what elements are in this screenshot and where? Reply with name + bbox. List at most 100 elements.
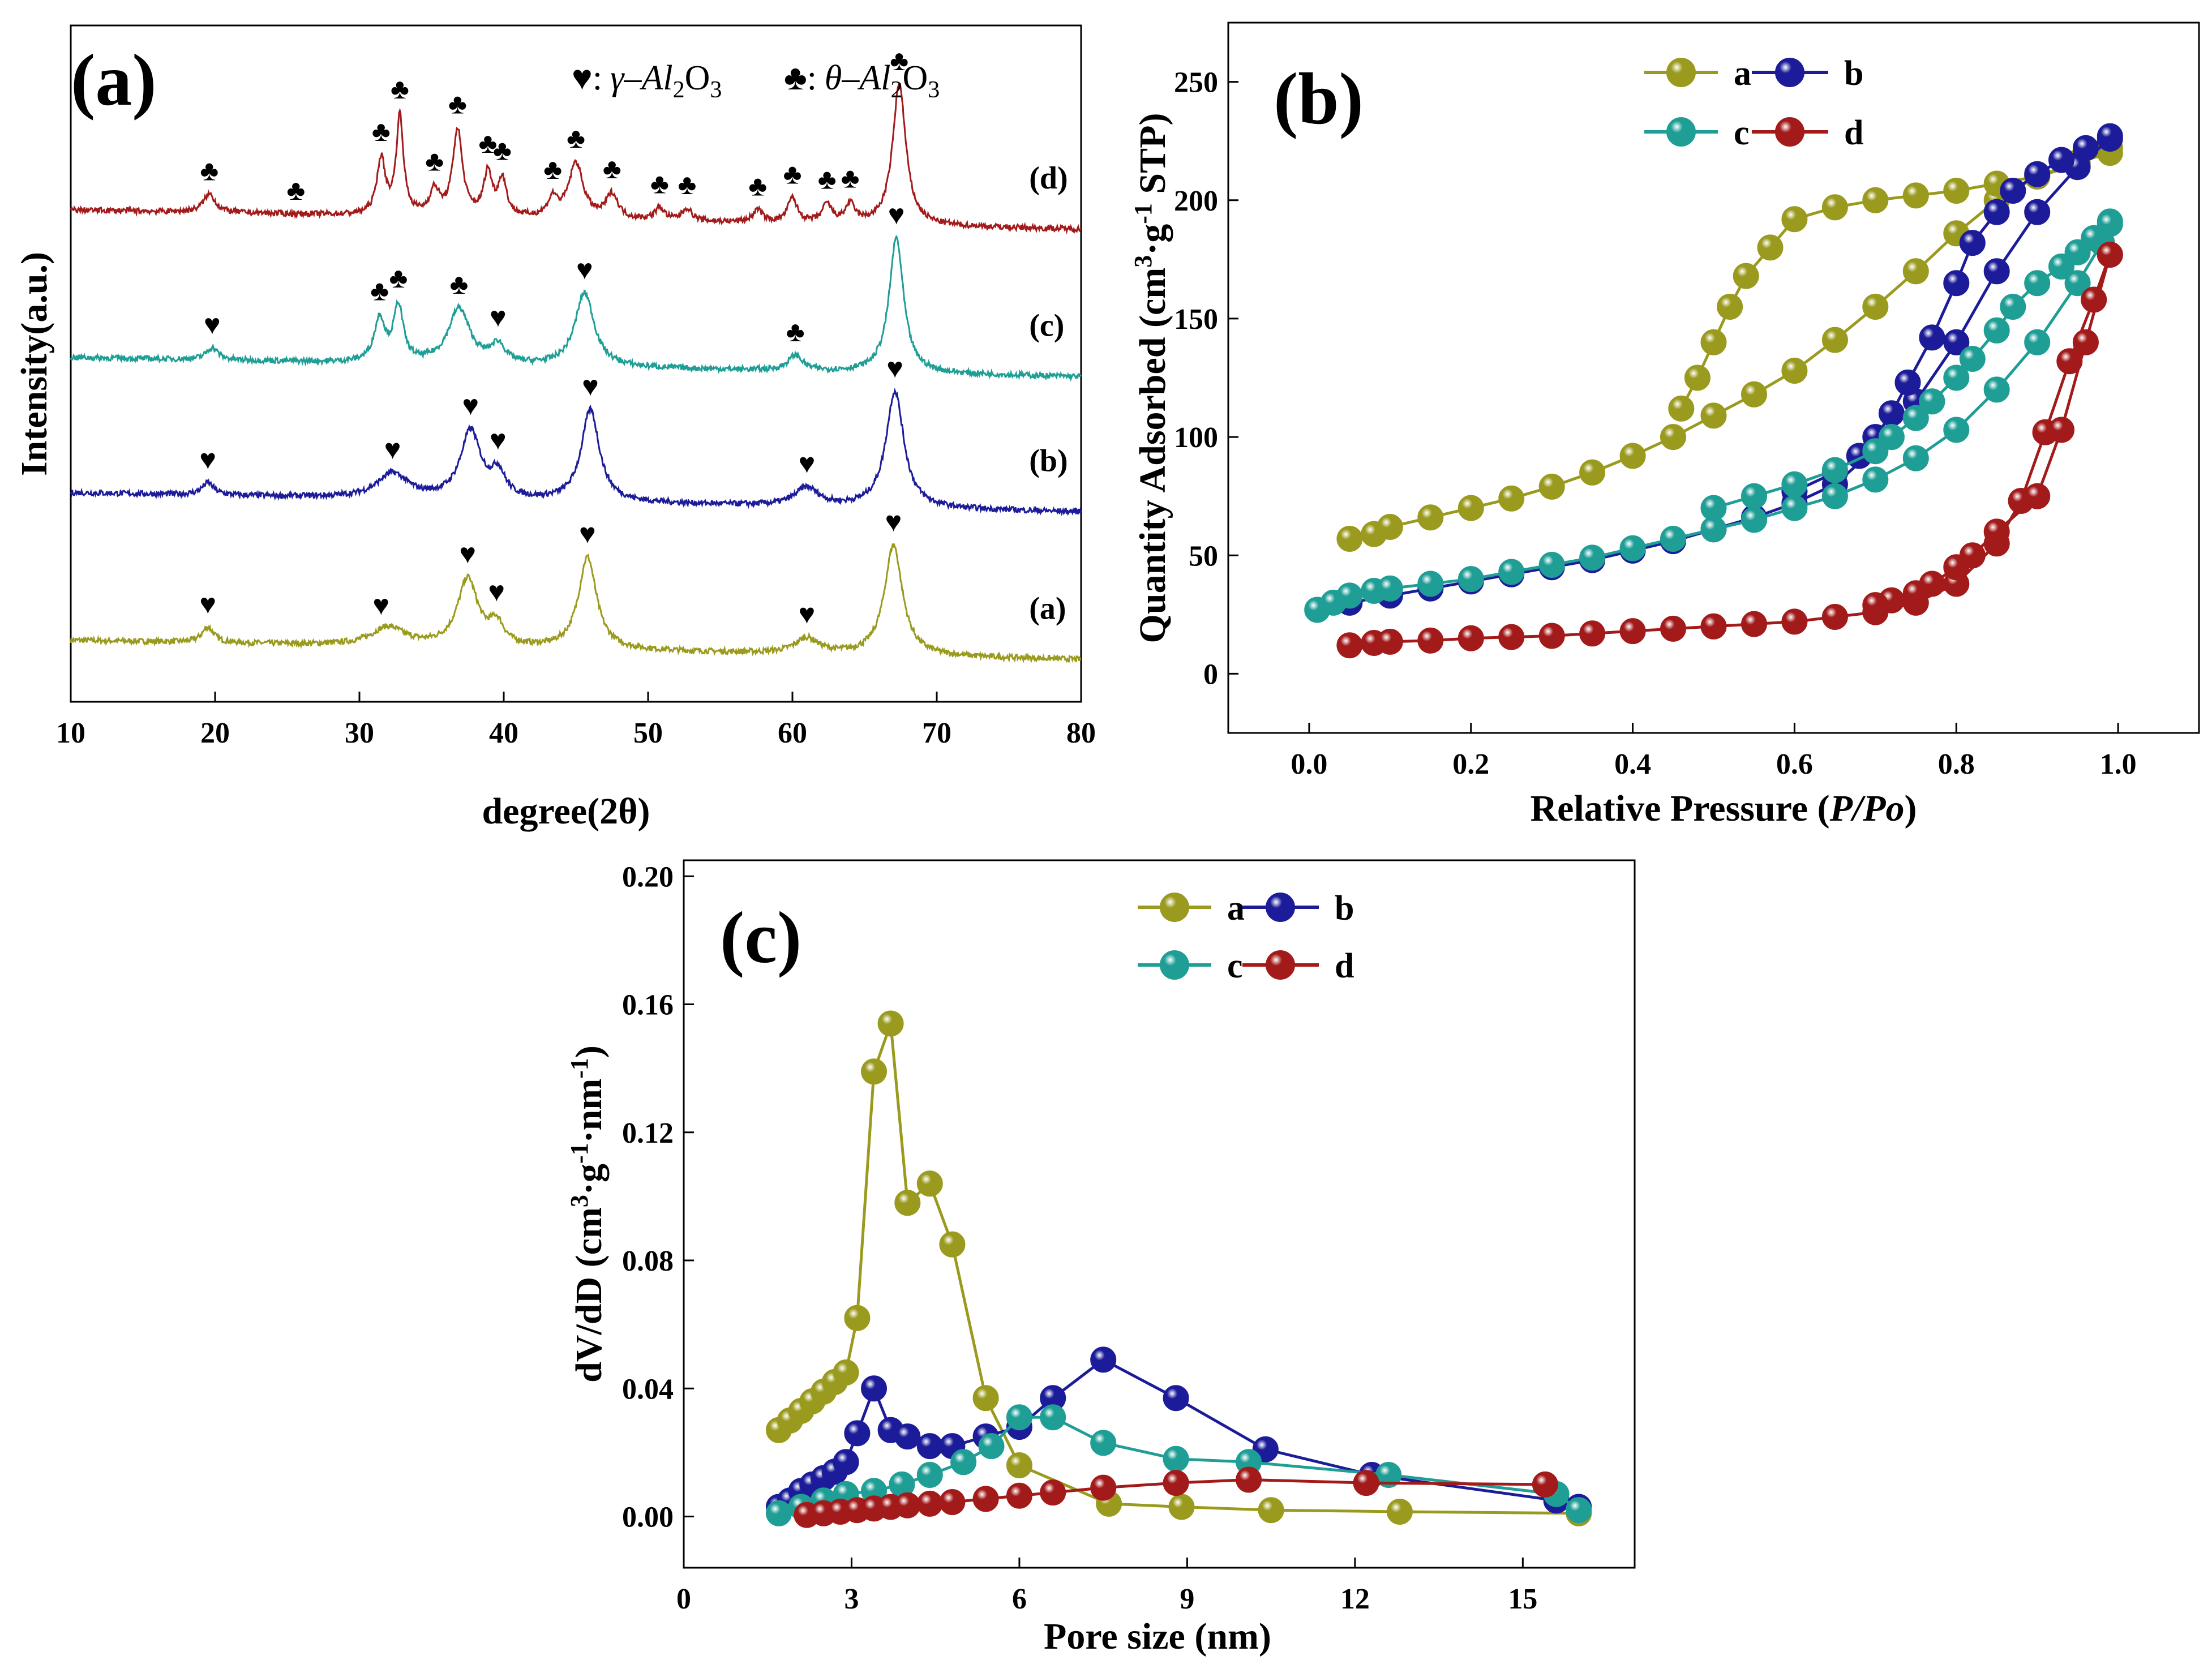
panel-c-legend-entry-b: b xyxy=(1242,889,1354,928)
psd-c-point xyxy=(916,1462,943,1488)
panel-a-xrd-chart: (a)(b)(c)(d) ♥ ♥♥♥♥♥♥♥ ♥♥♥♥♥♥♥♣ ♣ ♣♥♥♣♥♣♣♣♣♣… xyxy=(14,24,1096,832)
panel-b-legend-entry-c: c xyxy=(1644,114,1750,152)
psd-d-point xyxy=(1353,1470,1379,1496)
isotherm-a-desorption-point xyxy=(1943,178,1970,204)
gamma-heart-icon: ♥ xyxy=(582,370,599,402)
panel-a-legend-theta: ♣: θ–Al2O3 xyxy=(784,59,940,103)
psd-b-point xyxy=(1163,1385,1189,1412)
theta-club-icon: ♣ xyxy=(200,155,218,187)
psd-a-point xyxy=(1386,1499,1413,1525)
isotherm-a-adsorption-point xyxy=(1417,504,1444,531)
theta-club-icon: ♣ xyxy=(678,169,696,200)
isotherm-b-desorption-point xyxy=(1959,230,1986,256)
isotherm-a-desorption-point xyxy=(1717,294,1743,320)
isotherm-a-desorption-point xyxy=(1862,187,1889,213)
panel-c-legend-entry-d: d xyxy=(1242,947,1354,985)
panel-c-series-group xyxy=(766,1010,1592,1528)
isotherm-d-desorption-point xyxy=(1983,518,2010,545)
isotherm-b-desorption-point xyxy=(2024,161,2051,187)
psd-b-point xyxy=(894,1423,921,1450)
isotherm-c-adsorption-point xyxy=(1336,582,1363,609)
isotherm-d-adsorption-point xyxy=(1781,608,1808,635)
panel-c-legend-entry-a: a xyxy=(1138,889,1245,928)
x-tick-label: 50 xyxy=(633,717,663,749)
gamma-heart-icon: ♥ xyxy=(799,598,816,630)
isotherm-d-desorption-point xyxy=(2097,242,2123,268)
psd-a-point xyxy=(861,1058,887,1085)
x-tick-label: 6 xyxy=(1012,1583,1027,1615)
isotherm-a-adsorption-point xyxy=(1619,443,1646,469)
isotherm-d-desorption-point xyxy=(2048,417,2074,443)
theta-club-icon: ♣ xyxy=(818,163,837,195)
panel-a-title: (a) xyxy=(71,40,157,121)
isotherm-c-adsorption-point xyxy=(1417,570,1444,597)
isotherm-c-desorption-point xyxy=(1781,471,1808,497)
psd-a-point xyxy=(916,1170,943,1197)
isotherm-c-adsorption-point xyxy=(2064,270,2091,297)
isotherm-d-adsorption-point xyxy=(1700,613,1727,640)
theta-club-icon: ♣ xyxy=(448,88,467,119)
xrd-pattern-label-d: (d) xyxy=(1029,161,1068,196)
psd-c-point xyxy=(1090,1430,1117,1456)
gamma-heart-icon: ♥ xyxy=(579,518,596,550)
isotherm-a-adsorption-point xyxy=(1821,327,1848,353)
panel-b-isotherm-chart: 0.0 0.2 0.4 0.6 0.8 1.0 0 50 100 150 200 250 (b) a … xyxy=(1129,22,2200,829)
isotherm-c-desorption-point xyxy=(2048,253,2074,280)
isotherm-a-adsorption-point xyxy=(1538,473,1565,500)
gamma-heart-icon: ♥ xyxy=(199,444,216,475)
xrd-pattern-label-a: (a) xyxy=(1029,591,1066,626)
psd-a-point xyxy=(1258,1497,1284,1524)
isotherm-b-desorption-point xyxy=(2097,123,2123,149)
x-tick-label: 9 xyxy=(1180,1583,1194,1615)
gamma-heart-icon: ♥ xyxy=(199,588,216,620)
isotherm-a-adsorption-point xyxy=(1660,424,1686,451)
psd-c-point xyxy=(950,1449,977,1475)
theta-club-icon: ♣ xyxy=(567,122,585,154)
x-tick-label: 0.4 xyxy=(1614,748,1651,780)
y-tick-label: 250 xyxy=(1174,67,1218,99)
theta-club-icon: ♣ xyxy=(493,135,512,166)
xrd-pattern-a xyxy=(70,542,1082,664)
theta-club-icon: ♣ xyxy=(543,153,562,185)
xrd-pattern-label-b: (b) xyxy=(1029,444,1068,479)
x-tick-label: 0 xyxy=(676,1583,691,1615)
panel-a-y-axis-label: Intensity(a.u.) xyxy=(14,252,55,476)
panel-b-plot-frame xyxy=(1227,22,2200,734)
psd-a-point xyxy=(1168,1494,1195,1520)
gamma-heart-icon: ♥ xyxy=(490,424,507,456)
theta-club-icon: ♣ xyxy=(748,170,767,201)
x-tick-label: 0.2 xyxy=(1452,748,1489,780)
isotherm-d-desorption-point xyxy=(1862,592,1889,619)
isotherm-c-adsorption-point xyxy=(1902,445,1929,471)
psd-d-point xyxy=(972,1486,999,1512)
psd-d-point xyxy=(1532,1471,1558,1498)
theta-club-icon: ♣ xyxy=(391,73,409,105)
theta-club-icon: ♣ xyxy=(370,274,389,306)
gamma-heart-icon: ♥ xyxy=(576,254,593,285)
isotherm-d-desorption-point xyxy=(1943,554,1970,581)
svg-text:a: a xyxy=(1734,54,1751,93)
panel-a-plot-frame xyxy=(70,24,1082,703)
isotherm-b-desorption-point xyxy=(2000,178,2026,204)
psd-b-point xyxy=(844,1420,871,1447)
panel-a-x-axis-label: degree(2θ) xyxy=(482,791,650,832)
gamma-heart-icon: ♥ xyxy=(462,389,479,421)
gamma-heart-icon: ♥ xyxy=(886,352,903,384)
psd-a-point xyxy=(1006,1452,1032,1478)
psd-a-point xyxy=(939,1231,966,1258)
panel-b-legend-entry-b: b xyxy=(1752,54,1863,93)
isotherm-c-desorption-point xyxy=(1959,346,1986,372)
theta-club-icon: ♣ xyxy=(479,127,498,159)
isotherm-a-desorption-point xyxy=(1821,194,1848,221)
isotherm-a-desorption-point xyxy=(1700,329,1727,355)
gamma-heart-icon: ♥ xyxy=(372,589,389,621)
panel-c-legend: a b c d xyxy=(1138,889,1354,985)
isotherm-c-desorption-point xyxy=(1943,364,1970,391)
isotherm-a-desorption-point xyxy=(1684,364,1711,391)
theta-club-icon: ♣ xyxy=(786,316,805,348)
gamma-heart-icon: ♥ xyxy=(885,506,902,538)
isotherm-a-desorption-point xyxy=(1781,206,1808,233)
panel-c-plot-frame xyxy=(683,859,1636,1569)
theta-club-icon: ♣ xyxy=(783,158,802,190)
psd-c-point xyxy=(766,1500,792,1526)
